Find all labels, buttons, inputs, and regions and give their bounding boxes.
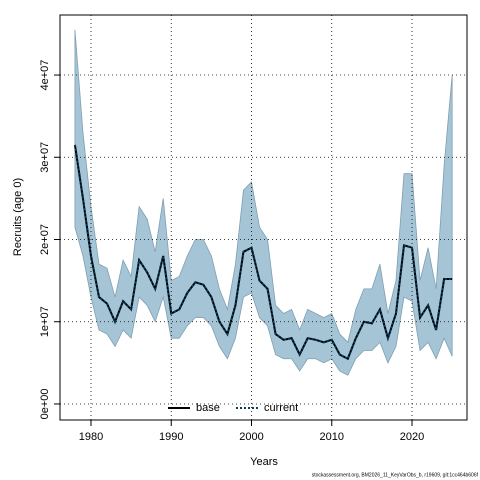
confidence-band xyxy=(74,29,453,376)
y-tick-label: 1e+07 xyxy=(39,306,51,337)
y-axis-label: Recruits (age 0) xyxy=(12,178,24,256)
legend-label: current xyxy=(264,402,298,414)
footer: stockassessment.org, BM2026_11_KeyVarObs… xyxy=(312,472,479,478)
x-tick-label: 2000 xyxy=(239,431,263,443)
plot-frame xyxy=(59,14,468,421)
series-line xyxy=(73,144,453,361)
y-tick-label: 4e+07 xyxy=(39,60,51,91)
y-tick-label: 2e+07 xyxy=(39,224,51,255)
y-tick-label: 0e+00 xyxy=(39,389,51,420)
x-tick-label: 1980 xyxy=(79,431,103,443)
x-tick-label: 1990 xyxy=(159,431,183,443)
y-tick-label: 3e+07 xyxy=(39,142,51,173)
legend-label: base xyxy=(196,402,220,414)
x-axis-label: Years xyxy=(250,456,278,468)
x-tick-label: 2020 xyxy=(400,431,424,443)
x-tick-label: 2010 xyxy=(320,431,344,443)
